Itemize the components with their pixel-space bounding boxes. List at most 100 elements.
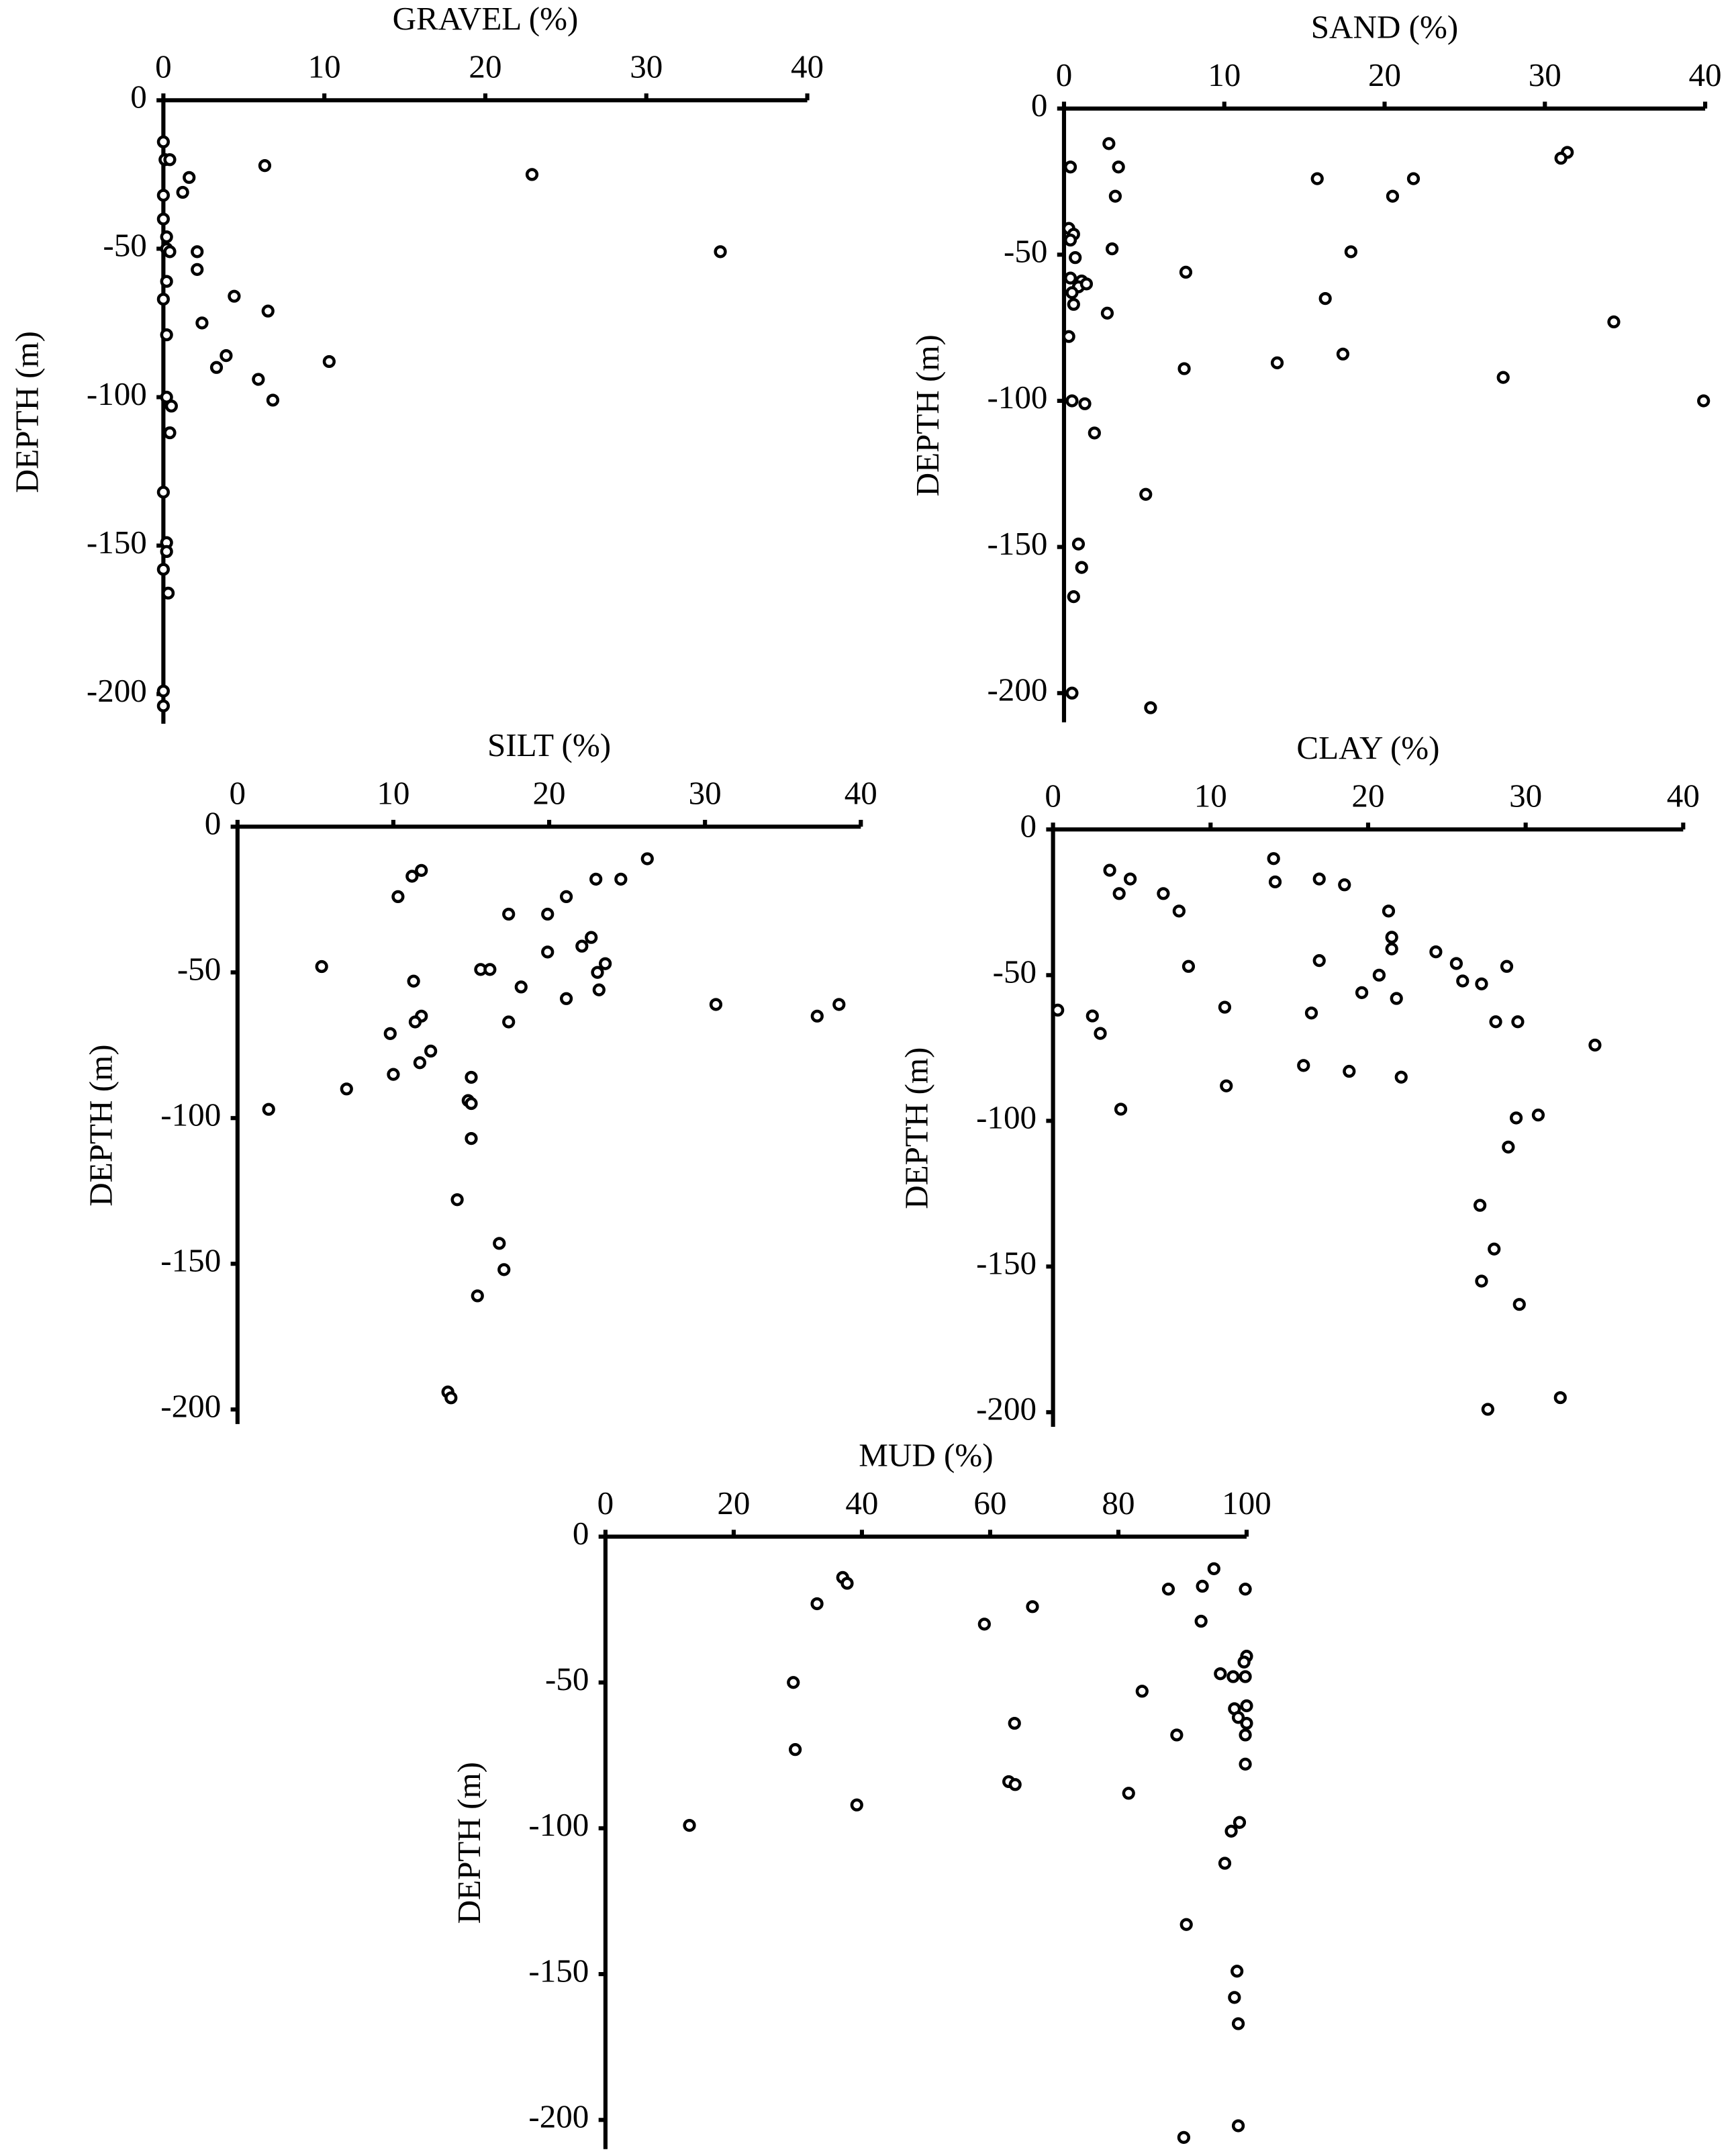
y-axis-title: DEPTH (m) — [909, 334, 946, 496]
data-point — [1218, 1857, 1232, 1870]
x-tick-label: 30 — [630, 48, 663, 85]
data-point — [1231, 1711, 1245, 1724]
x-tick-label: 60 — [973, 1485, 1006, 1521]
y-tick-label: -150 — [160, 1241, 221, 1278]
data-point — [709, 998, 723, 1011]
data-point — [1063, 160, 1077, 174]
data-point — [559, 890, 573, 904]
data-point — [1177, 2130, 1190, 2144]
data-point — [315, 959, 328, 974]
data-point — [258, 159, 272, 173]
x-tick-label: 20 — [1351, 778, 1384, 814]
data-point — [1051, 1003, 1065, 1017]
data-point — [1065, 286, 1079, 299]
data-point — [1218, 1000, 1232, 1014]
data-point — [444, 1391, 458, 1405]
x-tick-label: 0 — [597, 1485, 614, 1521]
data-point — [1179, 1918, 1193, 1931]
data-point — [156, 212, 170, 226]
data-point — [1511, 1015, 1525, 1029]
data-point — [1239, 1583, 1252, 1596]
data-point — [1607, 315, 1621, 329]
data-point — [1112, 160, 1125, 174]
data-point — [191, 263, 204, 276]
data-point — [591, 966, 604, 979]
data-point — [1390, 992, 1403, 1005]
y-axis-title: DEPTH (m) — [83, 1044, 119, 1206]
data-point — [1179, 265, 1193, 279]
data-point — [1065, 686, 1079, 700]
panel: CLAY (%) DEPTH (m) 0 10 20 30 40 0 -50 -100 -150 -2… — [898, 729, 1700, 1427]
data-point — [1088, 426, 1101, 440]
x-tick-label: 0 — [1045, 778, 1061, 814]
x-tick-label: 0 — [155, 48, 172, 85]
data-point — [575, 939, 589, 953]
data-point — [1489, 1015, 1502, 1029]
data-point — [1100, 306, 1114, 320]
data-point — [1554, 152, 1568, 165]
data-point — [1429, 945, 1443, 959]
data-point — [465, 1096, 478, 1111]
data-point — [156, 135, 170, 148]
data-point — [160, 328, 173, 342]
data-point — [1161, 1583, 1175, 1596]
data-point — [592, 983, 606, 996]
data-point — [1355, 986, 1369, 999]
data-point — [1475, 1274, 1488, 1288]
y-tick-label: -100 — [87, 375, 147, 412]
data-point — [1135, 1685, 1149, 1698]
data-point — [261, 304, 275, 318]
data-point — [160, 275, 173, 288]
data-point — [195, 316, 209, 330]
data-point — [1063, 271, 1077, 285]
data-point — [1063, 233, 1077, 247]
data-point — [1075, 561, 1088, 574]
y-tick-label: -200 — [528, 2098, 589, 2135]
data-point — [1270, 356, 1284, 369]
data-point — [502, 907, 516, 921]
x-tick-label: 30 — [1509, 778, 1542, 814]
x-tick-label: 40 — [1689, 56, 1722, 93]
data-point — [1231, 2119, 1245, 2132]
data-point — [252, 373, 265, 386]
x-tick-label: 10 — [1194, 778, 1227, 814]
data-point — [1394, 1070, 1408, 1084]
y-tick-label: 0 — [130, 79, 147, 115]
data-point — [228, 289, 241, 303]
data-point — [1102, 137, 1116, 150]
y-axis-title: DEPTH (m) — [898, 1047, 935, 1209]
data-point — [1239, 1728, 1252, 1742]
panel: SILT (%) DEPTH (m) 0 10 20 30 40 0 -50 -100 -150 -2… — [83, 727, 877, 1425]
data-point — [1240, 1716, 1253, 1730]
y-tick-label: -200 — [987, 671, 1047, 708]
y-tick-label: -150 — [87, 524, 147, 561]
data-point — [209, 361, 224, 374]
y-tick-label: -50 — [177, 950, 221, 987]
x-tick-label: 20 — [1368, 56, 1401, 93]
y-tick-label: -50 — [1004, 233, 1047, 270]
data-point — [262, 1103, 275, 1116]
data-point — [220, 348, 233, 363]
data-point — [1512, 1298, 1526, 1311]
x-tick-label: 10 — [377, 775, 410, 812]
x-tick-label: 10 — [308, 48, 341, 85]
data-point — [1078, 397, 1092, 410]
data-point — [1473, 1199, 1487, 1212]
y-tick-label: 0 — [573, 1515, 589, 1552]
data-point — [160, 230, 173, 244]
y-tick-label: -50 — [993, 953, 1037, 990]
data-point — [1196, 1579, 1209, 1593]
data-point — [1194, 1614, 1208, 1628]
data-point — [163, 245, 177, 259]
x-tick-label: 10 — [1208, 56, 1241, 93]
data-point — [407, 974, 420, 988]
x-tick-label: 80 — [1102, 1485, 1135, 1521]
data-point — [160, 545, 173, 559]
data-point — [383, 1027, 397, 1040]
x-tick-label: 30 — [1529, 56, 1561, 93]
panel: MUD (%) DEPTH (m) 0 20 40 60 80 100 0 -50 -100 -150… — [450, 1436, 1271, 2149]
data-point — [156, 485, 170, 499]
data-point — [1240, 1699, 1253, 1713]
data-point — [156, 563, 170, 576]
data-point — [1456, 974, 1470, 988]
